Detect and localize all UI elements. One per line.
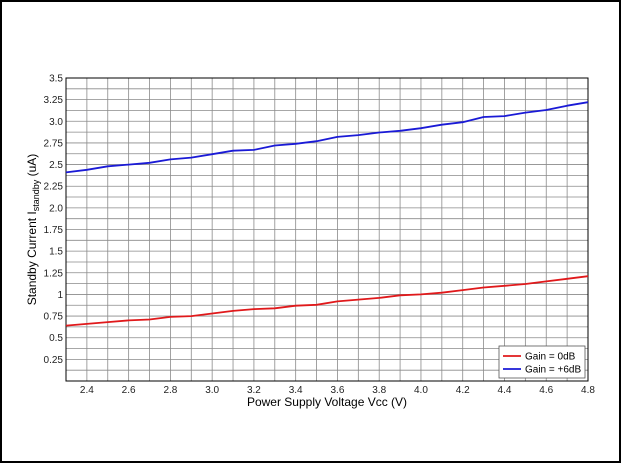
plot-area	[65, 77, 589, 382]
y-axis-label-unit: (uA)	[25, 154, 39, 180]
tick-labels: 2.4 2.6 2.8 3.0 3.2 3.4 3.6 3.8 4.0 4.2 4.4 4.6 4.8 0…	[44, 74, 596, 397]
y-tick-label: 3.0	[49, 117, 63, 128]
x-tick-label: 2.4	[80, 385, 94, 396]
y-tick-label: 0.25	[44, 355, 64, 366]
x-tick-label: 4.4	[498, 385, 512, 396]
y-tick-label: 2.25	[44, 182, 64, 193]
y-axis-label-subscript: standby	[31, 179, 41, 211]
x-tick-label: 4.2	[456, 385, 470, 396]
x-tick-label: 4.0	[414, 385, 428, 396]
grid	[65, 77, 589, 382]
y-tick-label: 1.25	[44, 268, 64, 279]
y-tick-label: 3.5	[49, 74, 63, 85]
y-tick-label: 0.75	[44, 312, 64, 323]
x-axis-label: Power Supply Voltage Vcc (V)	[247, 395, 407, 409]
y-tick-label: 2.0	[49, 203, 63, 214]
legend-box	[498, 345, 586, 379]
x-tick-label: 2.8	[163, 385, 177, 396]
y-tick-label: 1	[57, 290, 63, 301]
x-tick-label: 3.8	[372, 385, 386, 396]
legend: Gain = 0dB Gain = +6dB	[498, 345, 586, 379]
legend-label: Gain = +6dB	[525, 365, 581, 376]
x-tick-label: 3.0	[205, 385, 219, 396]
y-axis-label-main: Standby Current I	[25, 211, 39, 305]
x-tick-label: 3.4	[289, 385, 303, 396]
x-tick-label: 3.6	[330, 385, 344, 396]
y-tick-label: 0.5	[49, 333, 63, 344]
y-tick-label: 3.25	[44, 95, 64, 106]
x-tick-label: 2.6	[122, 385, 136, 396]
y-tick-label: 2.75	[44, 138, 64, 149]
y-tick-label: 1.75	[44, 225, 64, 236]
series-group	[65, 101, 589, 327]
series-line-2	[65, 101, 589, 174]
y-tick-label: 2.5	[49, 160, 63, 171]
x-tick-label: 4.6	[539, 385, 553, 396]
x-tick-label: 4.8	[581, 385, 595, 396]
series-line-1	[65, 275, 589, 327]
x-tick-label: 3.2	[247, 385, 261, 396]
y-axis-label: Standby Current Istandby (uA)	[25, 154, 41, 306]
legend-label: Gain = 0dB	[525, 352, 576, 363]
y-tick-label: 1.5	[49, 247, 63, 258]
